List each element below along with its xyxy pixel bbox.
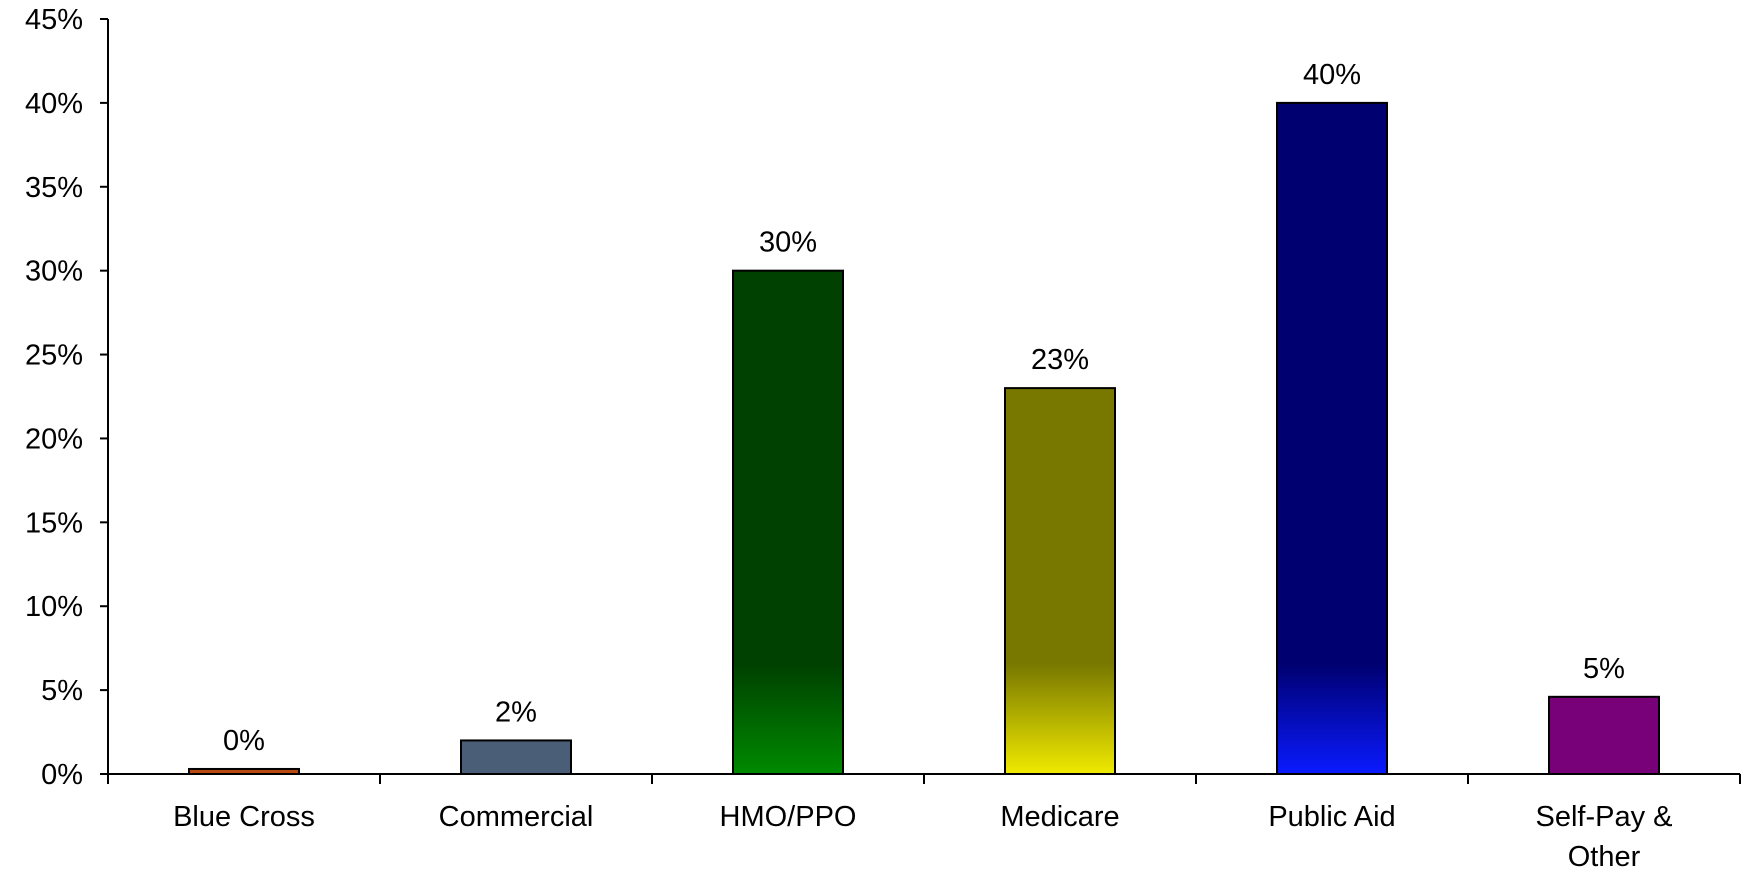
y-tick-label: 10% [25,591,83,623]
y-tick-label: 20% [25,423,83,455]
y-tick-label: 30% [25,256,83,288]
data-label: 30% [759,227,817,259]
y-tick-label: 40% [25,88,83,120]
data-label: 0% [223,725,265,757]
bar-commercial [460,739,572,776]
bars [188,101,1660,776]
data-labels: 0% 2% 30% 23% 40% 5% [223,59,1625,757]
data-label: 5% [1583,653,1625,685]
category-label: Medicare [1000,801,1119,833]
y-tick-label: 0% [41,759,83,791]
y-tick-label: 35% [25,172,83,204]
bar-self-pay-other [1548,695,1660,775]
bar-hmo-ppo [732,269,844,775]
data-label: 23% [1031,344,1089,376]
y-tick-label: 25% [25,340,83,372]
y-tick-label: 45% [25,4,83,36]
category-label: Self-Pay & Other [1536,801,1673,873]
data-label: 2% [495,696,537,728]
category-label: Commercial [439,801,594,833]
data-label: 40% [1303,59,1361,91]
bar-public-aid [1276,101,1388,775]
y-tick-label: 5% [41,675,83,707]
category-label: HMO/PPO [720,801,857,833]
axes: Blue Cross Commercial HMO/PPO Medicare Publi… [25,4,1741,873]
category-label: Public Aid [1268,801,1395,833]
category-label: Blue Cross [173,801,315,833]
bar-medicare [1004,387,1116,775]
y-tick-label: 15% [25,507,83,539]
